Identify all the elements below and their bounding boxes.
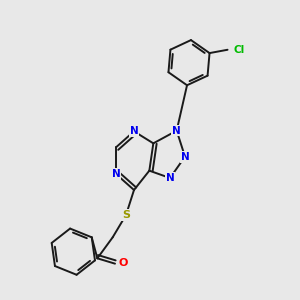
Text: N: N — [130, 126, 138, 136]
Text: Cl: Cl — [233, 45, 245, 55]
Text: N: N — [166, 173, 174, 183]
Text: N: N — [181, 152, 189, 162]
Text: S: S — [122, 210, 130, 220]
Text: N: N — [172, 126, 181, 136]
Text: N: N — [112, 169, 120, 179]
Text: O: O — [118, 258, 128, 268]
